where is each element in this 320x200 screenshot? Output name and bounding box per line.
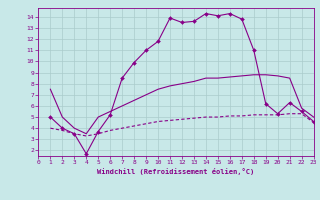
X-axis label: Windchill (Refroidissement éolien,°C): Windchill (Refroidissement éolien,°C) [97, 168, 255, 175]
